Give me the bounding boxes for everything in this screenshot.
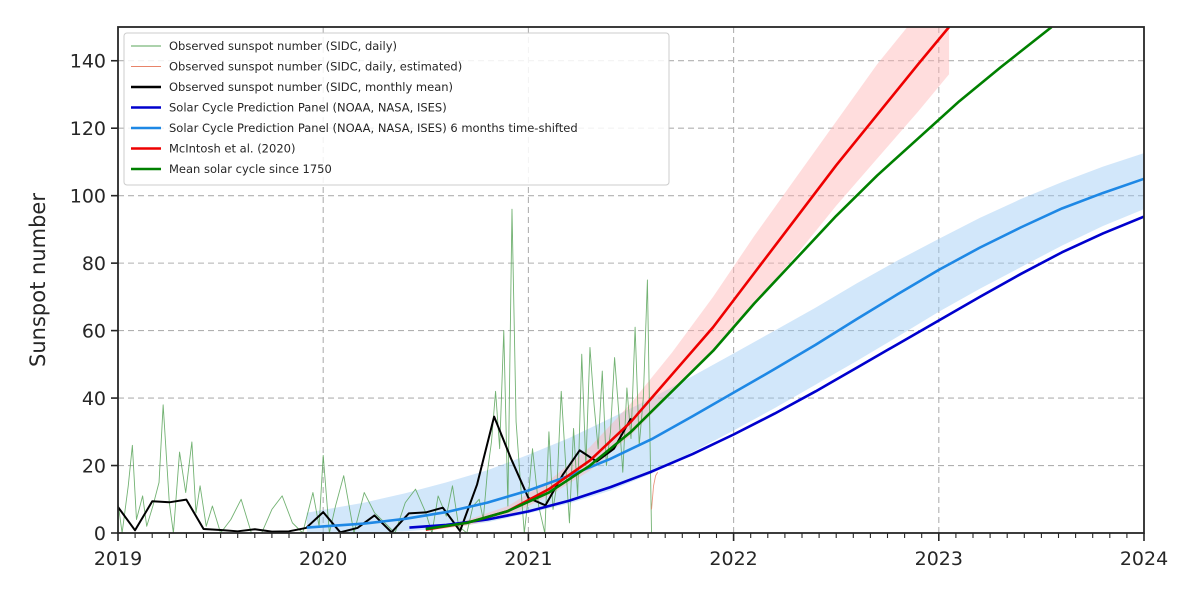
y-tick-label: 100 xyxy=(70,186,106,208)
series-line xyxy=(409,215,1144,529)
series-line xyxy=(306,177,1144,529)
x-tick-label: 2019 xyxy=(94,548,142,570)
x-tick-label: 2022 xyxy=(709,548,757,570)
y-tick-label: 140 xyxy=(70,51,106,73)
axis-tick-labels: 2019 2020 2021 2022 2023 2024 0 20 40 60 80 100 120 1… xyxy=(70,51,1168,570)
series-line xyxy=(118,208,652,533)
legend: Observed sunspot number (SIDC, daily) Obs… xyxy=(123,32,670,186)
y-axis-title: Sunspot number xyxy=(26,193,50,367)
uncertainty-band xyxy=(306,153,1144,533)
legend-entry: Observed sunspot number (SIDC, daily) xyxy=(169,39,397,53)
series-line xyxy=(651,472,659,510)
series-line xyxy=(118,415,632,533)
x-tick-label: 2024 xyxy=(1120,548,1168,570)
x-tick-label: 2020 xyxy=(299,548,347,570)
uncertainty-band xyxy=(425,27,950,531)
series-line xyxy=(425,27,1053,531)
y-tick-label: 40 xyxy=(82,388,106,410)
legend-entry: McIntosh et al. (2020) xyxy=(169,142,295,156)
legend-entry: Observed sunspot number (SIDC, daily, es… xyxy=(169,60,462,74)
uncertainty-bands xyxy=(306,27,1144,533)
legend-entry: Solar Cycle Prediction Panel (NOAA, NASA… xyxy=(169,121,578,135)
y-tick-label: 0 xyxy=(94,523,106,545)
x-tick-label: 2021 xyxy=(504,548,552,570)
y-tick-label: 20 xyxy=(82,456,106,478)
legend-entry: Mean solar cycle since 1750 xyxy=(169,162,332,176)
legend-box xyxy=(123,32,670,186)
series-lines xyxy=(118,27,1144,533)
y-tick-label: 120 xyxy=(70,118,106,140)
x-tick-label: 2023 xyxy=(915,548,963,570)
legend-entry: Observed sunspot number (SIDC, monthly m… xyxy=(169,80,453,94)
y-tick-label: 60 xyxy=(82,321,106,343)
legend-entry: Solar Cycle Prediction Panel (NOAA, NASA… xyxy=(169,101,447,115)
y-tick-label: 80 xyxy=(82,253,106,275)
axis-ticks xyxy=(111,59,1145,541)
